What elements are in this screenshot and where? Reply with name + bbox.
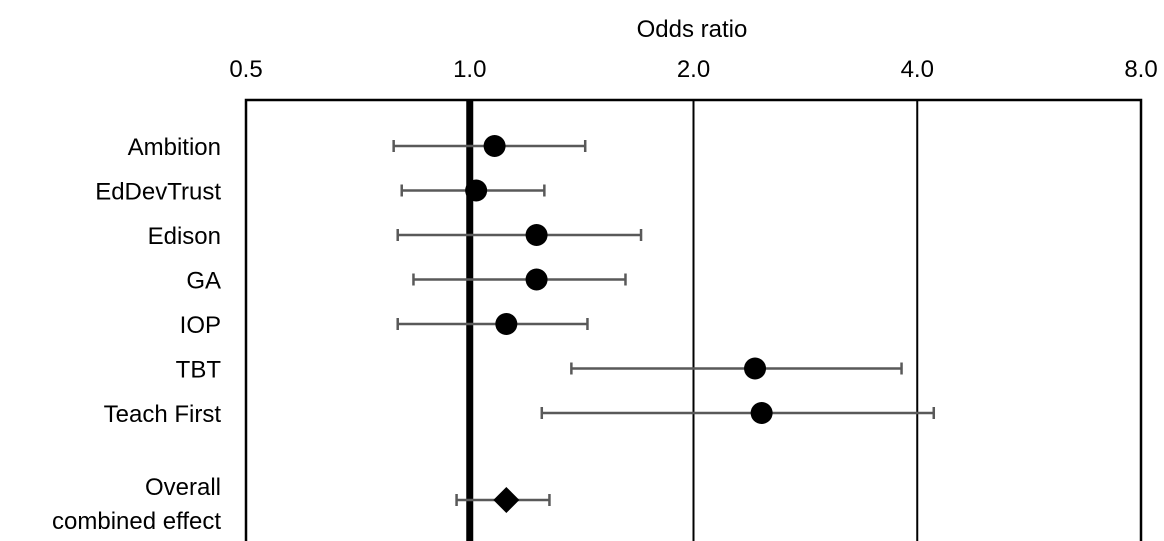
category-label: Teach First — [104, 401, 222, 428]
point-estimate — [750, 402, 773, 424]
category-label: IOP — [180, 312, 221, 339]
study-marks — [392, 135, 936, 513]
category-label: TBT — [176, 357, 222, 384]
point-estimate — [495, 313, 518, 335]
category-label: EdDevTrust — [95, 179, 221, 206]
overall-diamond — [493, 487, 520, 513]
gridlines — [466, 100, 919, 541]
x-tick-label: 0.5 — [229, 56, 262, 83]
overall-label: Overall combined effect — [52, 474, 221, 535]
overall-label-line: Overall — [145, 474, 221, 501]
point-estimate — [744, 357, 767, 380]
x-tick-label: 8.0 — [1124, 56, 1157, 83]
point-estimate — [483, 135, 506, 157]
category-label: Edison — [148, 223, 221, 250]
point-estimate — [525, 224, 548, 246]
category-label: Ambition — [128, 134, 221, 161]
point-estimate — [525, 268, 548, 291]
category-label: GA — [186, 268, 221, 295]
x-tick-label: 2.0 — [677, 56, 710, 83]
x-axis-title: Odds ratio — [637, 16, 748, 43]
x-tick-label: 4.0 — [901, 56, 934, 83]
point-estimate — [465, 179, 488, 202]
category-labels: Ambition EdDevTrust Edison GA IOP TBT Teach Fi… — [52, 134, 221, 535]
x-tick-label: 1.0 — [453, 56, 486, 83]
overall-label-line: combined effect — [52, 508, 221, 535]
x-axis-ticks: 0.5 1.0 2.0 4.0 8.0 — [229, 56, 1157, 83]
